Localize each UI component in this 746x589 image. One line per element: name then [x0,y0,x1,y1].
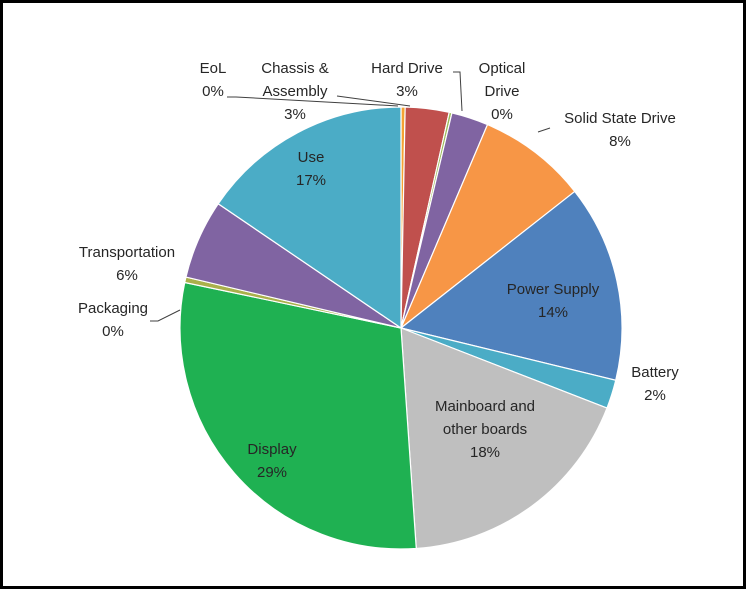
label-optical-line-1: Optical [479,60,526,77]
pie-slice-solid-state-drive [400,123,576,329]
label-transportation-line-1: Transportation [79,244,175,261]
label-mainboard-line-1: Mainboard and [435,398,535,415]
label-ssd-line-1: Solid State Drive [564,110,676,127]
leader-lines [150,71,551,322]
label-mainboard-line-3: 18% [470,444,500,461]
label-use-line-2: 17% [296,172,326,189]
label-mainboard: Mainboard and other boards 18% [435,398,535,461]
leader-packaging [150,309,181,322]
label-battery-line-2: 2% [644,387,666,404]
label-hard-drive: Hard Drive 3% [371,60,443,100]
label-transportation: Transportation 6% [79,244,175,284]
label-transportation-line-2: 6% [116,267,138,284]
pie-slices [179,106,623,550]
slice-labels: EoL 0% Chassis & Assembly 3% Hard Drive 3% Opti… [78,60,679,481]
label-battery: Battery 2% [631,364,679,404]
label-display: Display 29% [247,441,297,481]
leader-chassis [336,95,411,107]
label-eol: EoL 0% [200,60,227,100]
label-use: Use 17% [296,149,326,189]
label-display-line-2: 29% [257,464,287,481]
label-optical-line-3: 0% [491,106,513,123]
label-ssd: Solid State Drive 8% [564,110,676,150]
label-display-line-1: Display [247,441,297,458]
label-chassis-line-2: Assembly [262,83,328,100]
leader-eol [227,96,399,107]
label-optical: Optical Drive 0% [479,60,526,123]
pie-slice-power-supply [399,190,623,381]
label-packaging-line-2: 0% [102,323,124,340]
label-chassis: Chassis & Assembly 3% [261,60,329,123]
pie-slice-mainboard-and-other-boards [400,327,608,550]
label-hard-drive-line-1: Hard Drive [371,60,443,77]
label-eol-line-1: EoL [200,60,227,77]
label-packaging: Packaging 0% [78,300,148,340]
label-eol-line-2: 0% [202,83,224,100]
leader-hard-drive [453,71,463,112]
label-power: Power Supply 14% [507,281,600,321]
label-optical-line-2: Drive [484,83,519,100]
label-ssd-line-2: 8% [609,133,631,150]
label-power-line-2: 14% [538,304,568,321]
label-chassis-line-3: 3% [284,106,306,123]
pie-slice-display [179,281,417,550]
label-chassis-line-1: Chassis & [261,60,329,77]
label-battery-line-1: Battery [631,364,679,381]
pie-slice-use [217,106,402,330]
label-power-line-1: Power Supply [507,281,600,298]
leader-ssd [537,127,551,133]
label-mainboard-line-2: other boards [443,421,527,438]
label-hard-drive-line-2: 3% [396,83,418,100]
label-use-line-1: Use [298,149,325,166]
label-packaging-line-1: Packaging [78,300,148,317]
